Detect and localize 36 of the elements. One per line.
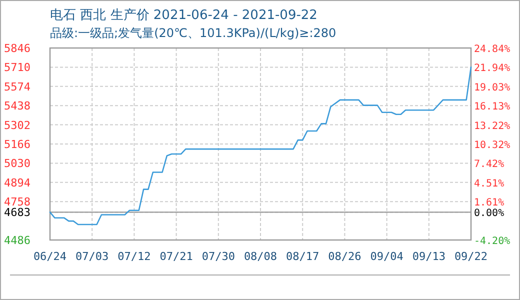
y-tick-label: 5166: [4, 138, 30, 151]
y2-tick-label: 21.94%: [474, 63, 510, 74]
y-tick-label: 5438: [4, 100, 30, 113]
x-tick-label: 09/22: [454, 250, 488, 263]
y-tick-label: 4683: [4, 206, 30, 220]
chart-subtitle: 品级:一级品;发气量(20℃、101.3KPa)/(L/kg)≥:280: [50, 26, 336, 40]
x-tick-label: 06/24: [33, 250, 67, 263]
y2-tick-label: 7.42%: [474, 159, 504, 170]
line-series: [49, 66, 472, 226]
x-tick-label: 07/12: [118, 250, 151, 263]
x-tick-label: 09/04: [370, 250, 404, 263]
y-tick-label: 4758: [4, 196, 30, 209]
x-tick-label: 07/03: [76, 250, 109, 263]
x-tick-label: 09/13: [412, 250, 446, 263]
y2-tick-label: 0.00%: [474, 208, 504, 220]
y-tick-label: 5846: [4, 42, 30, 55]
y2-tick-label: 4.51%: [474, 178, 504, 190]
y-tick-label: 4486: [4, 234, 30, 247]
y2-tick-label: 24.84%: [474, 44, 510, 55]
y2-tick-label: -4.20%: [474, 236, 510, 247]
y2-tick-label: 16.13%: [474, 102, 510, 113]
chart-title: 电石 西北 生产价 2021-06-24 - 2021-09-22: [50, 8, 318, 23]
y-tick-label: 5574: [4, 80, 31, 94]
y2-tick-label: 1.61%: [474, 198, 504, 209]
x-tick-label: 08/26: [328, 250, 362, 263]
y2-tick-label: 13.22%: [474, 120, 510, 132]
x-tick-label: 08/08: [244, 250, 278, 263]
x-tick-label: 08/17: [286, 250, 320, 263]
y-tick-label: 5302: [4, 118, 30, 132]
x-tick-label: 07/21: [160, 250, 193, 263]
y-tick-label: 5030: [4, 157, 30, 170]
y2-tick-label: 19.03%: [474, 82, 510, 94]
x-tick-label: 07/30: [202, 250, 235, 263]
y-tick-label: 4894: [4, 176, 31, 190]
y-tick-label: 5710: [4, 61, 30, 74]
y2-tick-label: 10.32%: [474, 140, 510, 151]
